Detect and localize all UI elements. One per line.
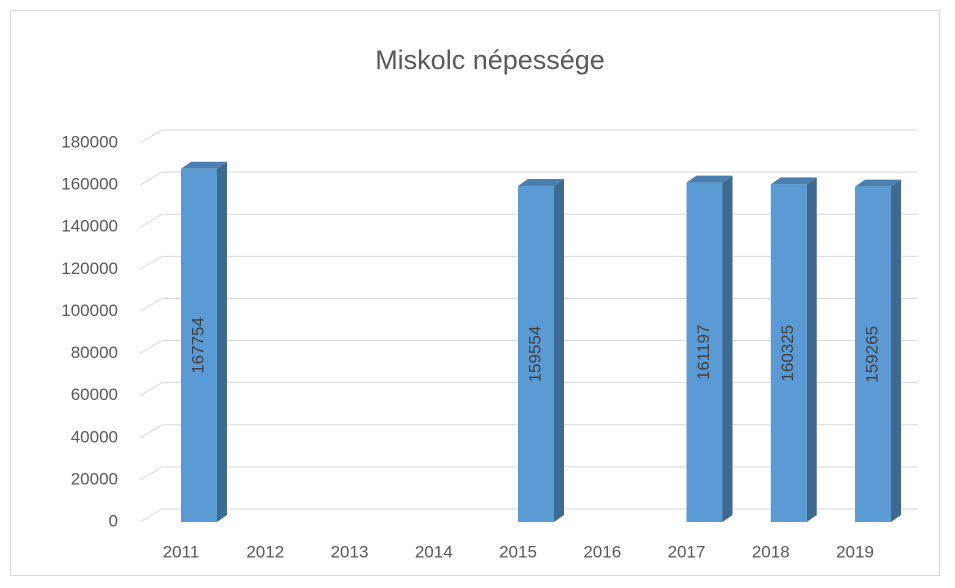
grid-line — [139, 340, 918, 354]
x-tick-label: 2018 — [752, 542, 790, 561]
bar — [181, 168, 217, 522]
bar-top — [855, 179, 901, 187]
x-tick-label: 2012 — [246, 542, 284, 561]
bar — [855, 186, 891, 522]
bar — [686, 182, 723, 522]
grid-line — [139, 213, 918, 228]
y-tick-label: 60000 — [71, 385, 118, 404]
x-tick-label: 2019 — [836, 542, 874, 561]
y-tick-label: 140000 — [61, 217, 118, 236]
bar — [770, 184, 807, 522]
value-label: 167754 — [188, 317, 207, 374]
bar-top — [518, 179, 564, 187]
value-label: 159554 — [525, 326, 544, 383]
value-label: 160325 — [778, 325, 797, 382]
grid-line — [139, 382, 918, 397]
bar-top — [181, 161, 227, 169]
grid-line — [139, 297, 918, 312]
bar-side — [554, 179, 564, 523]
x-tick-label: 2011 — [163, 542, 200, 561]
y-tick-label: 160000 — [61, 175, 118, 194]
y-tick-label: 80000 — [71, 343, 118, 362]
bar-top — [770, 177, 817, 185]
chart-title: Miskolc népessége — [375, 45, 605, 75]
x-tick-label: 2014 — [415, 542, 453, 561]
x-tick-label: 2017 — [668, 542, 706, 561]
grid-line — [139, 171, 918, 186]
grid-line — [139, 466, 918, 481]
y-tick-label: 0 — [109, 511, 118, 530]
y-tick-label: 40000 — [71, 427, 118, 446]
y-tick-label: 120000 — [61, 259, 118, 278]
x-tick-label: 2016 — [583, 542, 621, 561]
x-tick-label: 2013 — [331, 542, 369, 561]
grid-line — [139, 255, 918, 270]
y-tick-label: 100000 — [61, 301, 118, 320]
bar-top — [686, 175, 733, 183]
value-label: 161197 — [694, 325, 713, 380]
bar-side — [217, 161, 227, 522]
bar-side — [722, 175, 733, 522]
grid-line — [139, 508, 918, 523]
y-tick-label: 180000 — [61, 132, 118, 151]
bar-side — [806, 177, 817, 522]
x-tick-label: 2015 — [499, 542, 537, 561]
grid-line — [139, 424, 918, 439]
bar-side — [891, 179, 901, 522]
value-label: 159265 — [862, 326, 881, 383]
grid-line — [139, 129, 918, 144]
bar — [518, 186, 554, 523]
y-tick-label: 20000 — [71, 469, 118, 488]
